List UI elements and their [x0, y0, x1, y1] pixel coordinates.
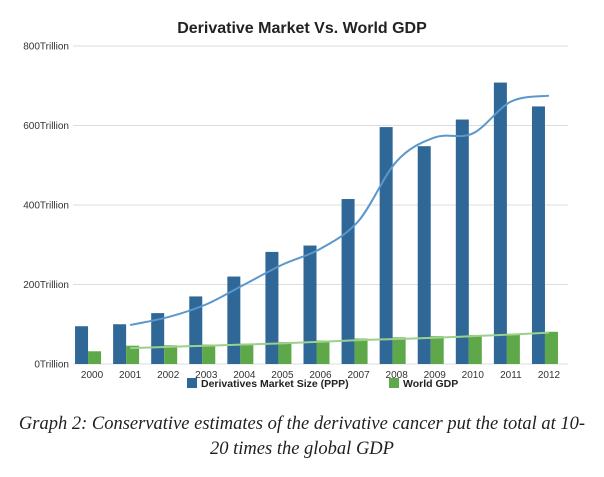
legend-swatch-world-gdp [389, 378, 399, 388]
y-tick-label: 600Trillion [23, 121, 69, 132]
trendline-world-gdp [130, 331, 550, 350]
y-tick-label: 800Trillion [23, 42, 69, 53]
bar-derivatives [379, 127, 393, 364]
figure-caption: Graph 2: Conservative estimates of the d… [0, 412, 604, 462]
x-tick-label: 2007 [347, 370, 370, 381]
x-tick-label: 2000 [81, 370, 104, 381]
bar-derivatives [531, 106, 545, 365]
bar-world-gdp [468, 334, 482, 364]
bar-derivatives [151, 313, 165, 364]
x-tick-label: 2004 [233, 370, 256, 381]
x-tick-label: 2005 [271, 370, 294, 381]
x-tick-label: 2012 [538, 370, 561, 381]
bar-derivatives [455, 119, 469, 364]
trendline-derivatives [129, 94, 550, 327]
bar-world-gdp [544, 331, 558, 364]
x-tick-label: 2011 [500, 370, 522, 381]
x-tick-label: 2001 [119, 370, 142, 381]
y-tick-label: 0Trillion [34, 360, 69, 371]
y-tick-label: 200Trillion [23, 280, 69, 291]
bar-derivatives [113, 324, 127, 364]
bar-world-gdp [278, 342, 292, 364]
caption-line-1: Graph 2: Conservative estimates of the d… [18, 414, 586, 434]
y-tick-label: 400Trillion [23, 201, 69, 212]
bar-derivatives [75, 326, 89, 364]
chart: Derivative Market Vs. World GDP 0Trillion… [23, 20, 568, 390]
legend-label-world-gdp: World GDP [403, 378, 458, 390]
x-tick-label: 2008 [386, 370, 409, 381]
bar-derivatives [227, 276, 241, 364]
bar-world-gdp [316, 340, 330, 364]
bar-world-gdp [88, 351, 102, 364]
bar-derivatives [303, 245, 317, 364]
bar-derivatives [341, 199, 355, 364]
bar-world-gdp [354, 338, 368, 364]
chart-title: Derivative Market Vs. World GDP [177, 20, 427, 37]
bar-derivatives [493, 82, 507, 364]
bar-world-gdp [430, 336, 444, 364]
bar-world-gdp [240, 343, 254, 364]
bar-world-gdp [202, 344, 216, 364]
bar-world-gdp [506, 333, 520, 364]
bar-derivatives [265, 251, 279, 364]
bar-world-gdp [392, 337, 406, 364]
legend-swatch-derivatives [187, 378, 197, 388]
x-tick-label: 2006 [309, 370, 332, 381]
x-tick-label: 2010 [462, 370, 485, 381]
x-tick-label: 2009 [424, 370, 447, 381]
legend-label-derivatives: Derivatives Market Size (PPP) [201, 378, 349, 390]
bar-derivatives [417, 146, 431, 364]
x-tick-label: 2002 [157, 370, 180, 381]
bar-world-gdp [164, 345, 178, 364]
caption-line-2: 20 times the global GDP [210, 439, 394, 459]
bar-world-gdp [126, 345, 140, 364]
x-tick-label: 2003 [195, 370, 218, 381]
